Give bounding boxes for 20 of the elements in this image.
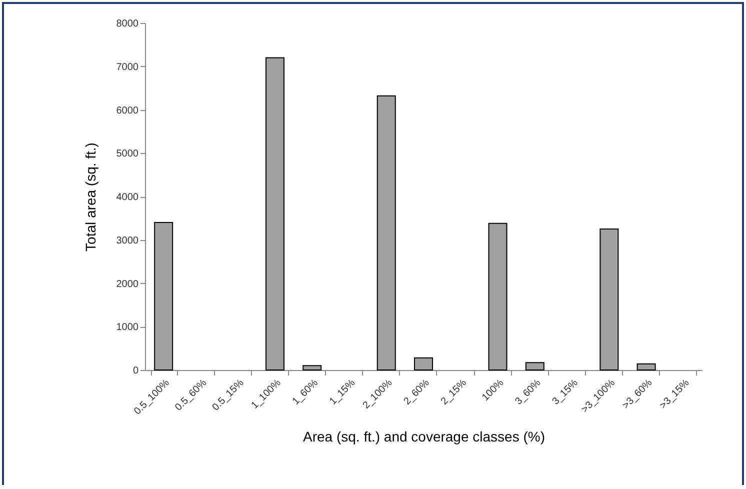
- y-tick-label: 1000: [116, 322, 139, 334]
- y-tick-label: 4000: [116, 192, 139, 203]
- bar: [488, 222, 508, 370]
- bar: [636, 363, 656, 370]
- y-tick-label: 3000: [116, 235, 139, 246]
- y-tick-label: 7000: [116, 62, 139, 73]
- y-tick-label: 2000: [116, 278, 139, 290]
- y-tick-label: 6000: [116, 105, 139, 116]
- x-axis-title: Area (sq. ft.) and coverage classes (%): [303, 428, 545, 444]
- y-tick-label: 0: [132, 366, 139, 376]
- y-axis-title: Total area (sq. ft.): [82, 142, 98, 252]
- bar: [525, 362, 544, 370]
- y-tick-label: 5000: [116, 148, 139, 160]
- bar: [414, 357, 433, 370]
- bar: [376, 95, 396, 370]
- bar: [302, 365, 322, 370]
- bar: [600, 228, 619, 370]
- bar: [265, 57, 284, 370]
- y-tick-label: 8000: [116, 18, 139, 30]
- bar: [154, 222, 174, 370]
